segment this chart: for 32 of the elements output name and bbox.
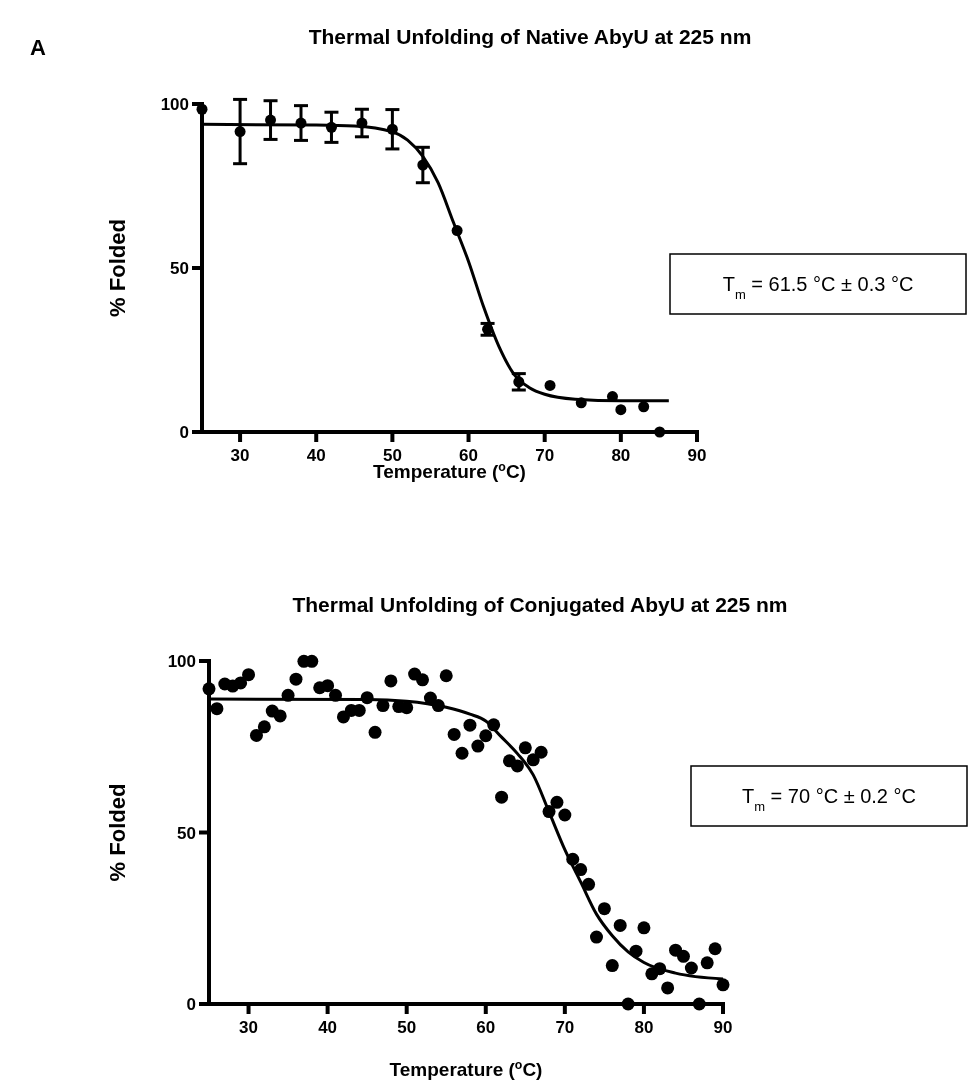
y-tick-label: 100	[160, 95, 189, 114]
text: T$_{m}$ = 70 °C ± 0.2 °C	[742, 785, 916, 814]
x-tick-label: 40	[306, 446, 326, 465]
point	[615, 404, 627, 416]
text: T$_{m}$ = 61.5 °C ± 0.3 °C	[722, 273, 914, 302]
y-tick-label: 0	[186, 995, 196, 1014]
x-tick-label: 90	[687, 446, 707, 465]
text: A	[30, 35, 46, 60]
x-tick-label: 80	[634, 1018, 654, 1037]
x-tick-label: 70	[555, 1018, 575, 1037]
x-tick-label: 90	[713, 1018, 733, 1037]
point	[234, 126, 246, 138]
chart-title: Thermal Unfolding of Conjugated AbyU at 225 nm	[292, 593, 788, 616]
y-tick-label: 50	[177, 823, 196, 843]
x-axis-title: Temperature ($^{o}$C)	[389, 1058, 543, 1080]
y-tick-label: 100	[167, 652, 196, 671]
x-tick-label: 30	[230, 446, 250, 465]
chart-title: Thermal Unfolding of Native AbyU at 225 nm	[308, 25, 752, 48]
y-axis-title: % Folded	[105, 219, 130, 317]
point	[638, 401, 650, 413]
point	[196, 103, 208, 115]
x-tick-label: 60	[476, 1018, 496, 1037]
x-tick-label: 70	[535, 446, 555, 465]
y-tick-label: 0	[179, 423, 189, 442]
y-tick-label: 50	[170, 259, 189, 278]
y-axis-title: % Folded	[105, 783, 130, 882]
x-tick-label: 40	[318, 1018, 338, 1037]
x-tick-label: 80	[611, 446, 631, 465]
x-tick-label: 30	[239, 1018, 258, 1037]
point	[544, 379, 556, 391]
x-tick-label: 50	[397, 1018, 417, 1037]
point	[654, 426, 666, 438]
